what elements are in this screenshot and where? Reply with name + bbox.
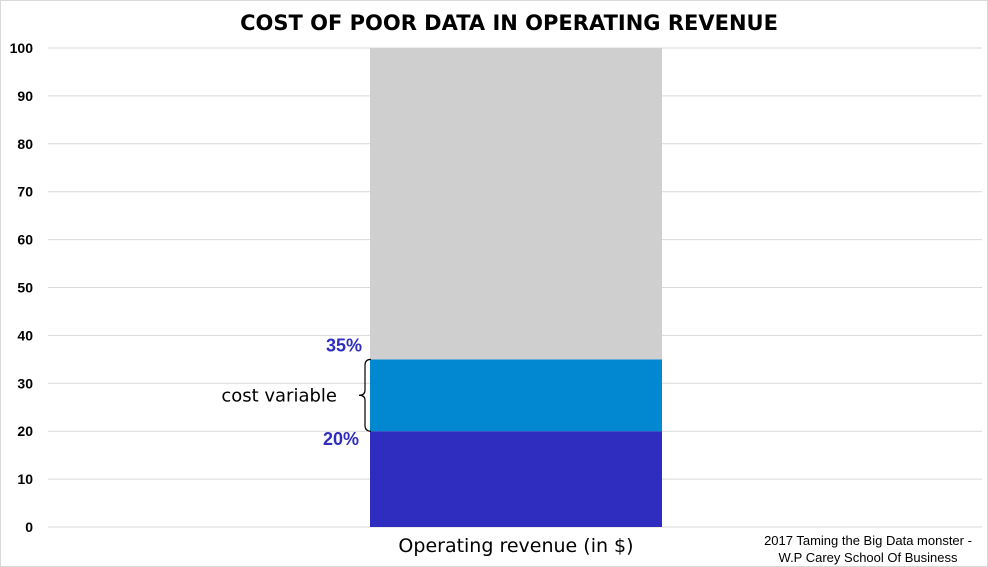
annotations: 35% 20% cost variable [221,335,372,449]
lower-percent-label: 20% [323,429,359,449]
cost-variable-brace [358,358,372,432]
y-tick-label: 0 [25,519,33,535]
y-tick-label: 90 [17,88,33,104]
stacked-bar [370,48,662,527]
y-tick-label: 20 [17,423,33,439]
bar-segment-1 [370,431,662,527]
y-tick-label: 70 [17,184,33,200]
bar-segment-2 [370,359,662,432]
source-line-1: 2017 Taming the Big Data monster - [764,533,972,548]
y-tick-label: 50 [17,280,33,296]
source-line-2: W.P Carey School Of Business [779,550,958,565]
y-tick-label: 80 [17,136,33,152]
y-tick-label: 40 [17,327,33,343]
chart-title: COST OF POOR DATA IN OPERATING REVENUE [240,11,778,35]
cost-variable-label: cost variable [221,385,337,406]
y-axis-ticks: 0 10 20 30 40 50 60 70 80 90 100 [10,40,34,535]
bar-segment-3 [370,48,662,360]
y-tick-label: 60 [17,232,33,248]
x-category-label: Operating revenue (in $) [398,535,633,557]
upper-percent-label: 35% [326,335,362,355]
y-tick-label: 10 [17,471,33,487]
y-tick-label: 100 [10,40,34,56]
y-tick-label: 30 [17,375,33,391]
